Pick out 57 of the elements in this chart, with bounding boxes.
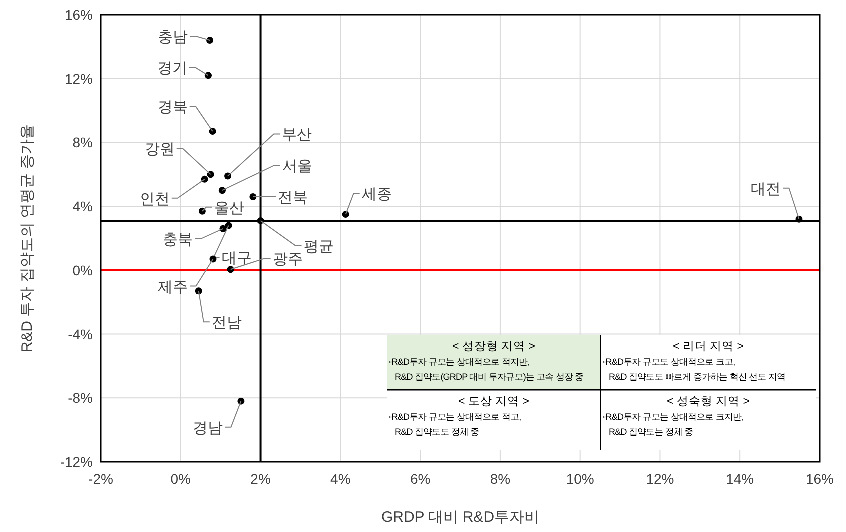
annotation: < 성숙형 지역 > (666, 396, 750, 408)
series-label: 전남 (212, 314, 242, 332)
y-tick-label: -4% (68, 326, 93, 342)
x-tick-label: 10% (566, 471, 594, 487)
series-label: 울산 (214, 200, 244, 217)
point (250, 193, 257, 200)
x-tick-label: 14% (726, 471, 754, 487)
point (204, 72, 212, 80)
point (209, 128, 216, 136)
y-tick-label: 12% (64, 70, 93, 87)
annotation: ◦R&D투자 규모는 상대적으로 크지만, (603, 412, 744, 422)
text: 인천 (140, 190, 170, 208)
text: 평균 (304, 238, 334, 256)
series-label: 경북 (158, 99, 188, 116)
x-axis-title: GRDP 대비 R&D투자비 (381, 509, 540, 526)
x-tick-label: 0% (170, 471, 192, 487)
annotation: R&D 집약도도 빠르게 증가하는 혁신 선도 지역 (609, 372, 786, 382)
annotation: ◦R&D투자 규모는 상대적으로 적고, (389, 412, 522, 422)
x-tick-label: -2% (88, 471, 114, 487)
series-label: 충북 (163, 231, 194, 248)
text: 서울 (282, 158, 312, 176)
series-label: 경남 (193, 420, 224, 437)
series-label: 대전 (751, 180, 782, 198)
y-tick-label: 4% (72, 198, 93, 215)
text: 부산 (282, 126, 312, 144)
series-label: 충남 (158, 29, 188, 46)
annotation: ◦R&D투자 규모는 상대적으로 적지만, (389, 357, 530, 367)
y-tick-label: 0% (72, 262, 93, 278)
x-tick-label: 8% (490, 471, 511, 487)
annotation: < 도상 지역 > (458, 396, 530, 408)
annotation: ◦R&D투자 규모도 상대적으로 크고, (603, 357, 736, 367)
annotation: R&D 집약도(GRDP 대비 투자규모)는 고속 성장 중 (395, 372, 584, 382)
y-axis-title: R&D 투자 집약도의 연평균 증가율 (19, 124, 36, 353)
x-tick-label: 16% (806, 471, 834, 487)
series-label: 제주 (158, 278, 188, 296)
y-tick-label: 16% (64, 7, 93, 23)
y-tick-label: -8% (68, 390, 93, 406)
annotation: R&D 집약도도 정체 중 (395, 427, 480, 437)
series-label: 경기 (157, 60, 188, 78)
text: 강원 (144, 141, 175, 158)
annotation: < 성장형 지역 > (452, 341, 536, 353)
series-label: 대구 (222, 250, 252, 268)
annotation: < 리더 지역 > (672, 341, 744, 353)
annotation: R&D 집약도는 정체 중 (609, 427, 694, 437)
point (198, 208, 206, 215)
x-tick-label: 12% (646, 471, 674, 487)
text: 광주 (272, 251, 303, 268)
y-tick-label: 8% (72, 134, 93, 151)
point (206, 37, 214, 44)
point (342, 211, 350, 218)
x-tick-label: 6% (410, 471, 431, 487)
x-tick-label: 4% (330, 471, 351, 487)
series-label: 세종 (362, 186, 392, 204)
series-label: 전북 (278, 189, 308, 206)
x-tick-label: 2% (250, 471, 271, 487)
point (201, 176, 208, 183)
y-tick-label: -12% (60, 454, 93, 470)
